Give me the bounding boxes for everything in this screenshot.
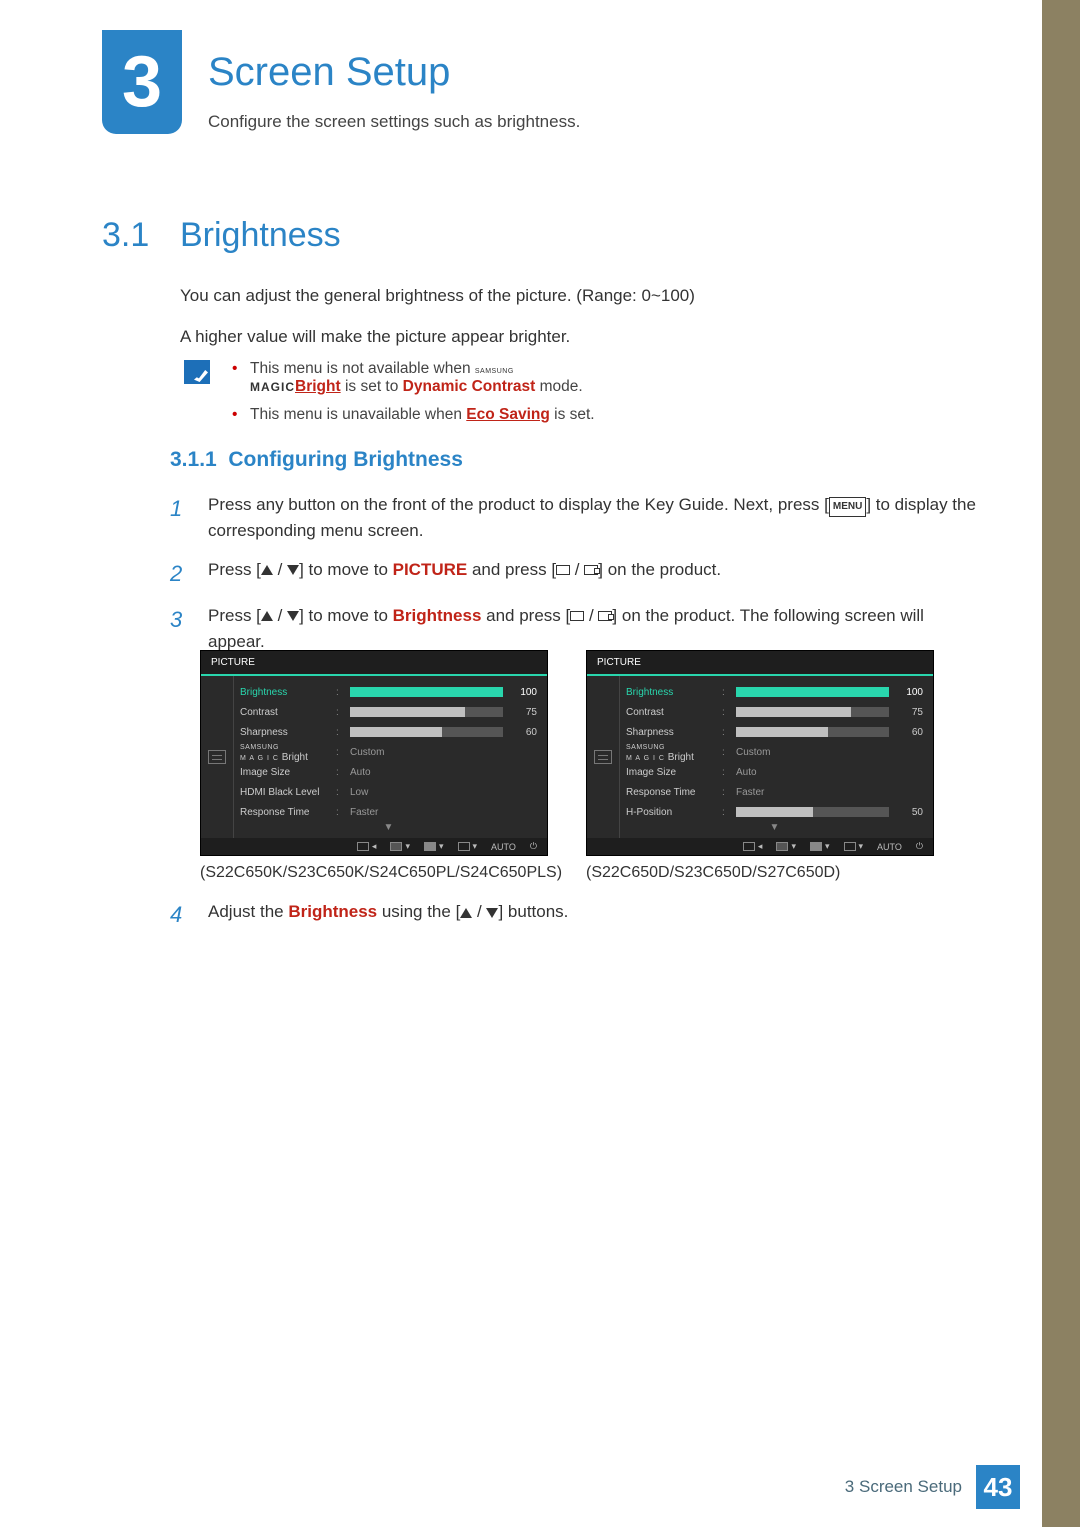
osd-left-caption: (S22C650K/S23C650K/S24C650PL/S24C650PLS) — [200, 864, 548, 882]
osd-row: HDMI Black Level:Low — [240, 782, 537, 802]
note-block: This menu is not available when SAMSUNGM… — [184, 360, 984, 434]
section-body: You can adjust the general brightness of… — [180, 282, 980, 364]
osd-row: SAMSUNGM A G I C Bright:Custom — [626, 742, 923, 762]
osd-footer: ◂ ▾ ▾ ▾ AUTO ⏻ — [587, 838, 933, 855]
subsection-heading: 3.1.1 Configuring Brightness — [170, 448, 463, 472]
osd-row: Contrast:75 — [240, 702, 537, 722]
osd-title: PICTURE — [587, 651, 933, 676]
chapter-desc: Configure the screen settings such as br… — [208, 112, 580, 132]
note-2: This menu is unavailable when Eco Saving… — [232, 406, 595, 424]
osd-row: Response Time:Faster — [626, 782, 923, 802]
osd-row: Image Size:Auto — [240, 762, 537, 782]
down-icon — [486, 908, 498, 918]
osd-row: Brightness:100 — [626, 682, 923, 702]
enter-icon — [598, 611, 612, 621]
osd-row: Sharpness:60 — [626, 722, 923, 742]
osd-row: Response Time:Faster — [240, 802, 537, 822]
step-1: 1 Press any button on the front of the p… — [170, 492, 980, 545]
side-stripe — [1042, 0, 1080, 1527]
osd-right-wrapper: PICTURE Brightness:100Contrast:75Sharpne… — [586, 650, 934, 882]
select-icon — [570, 611, 584, 621]
osd-panel-left: PICTURE Brightness:100Contrast:75Sharpne… — [200, 650, 548, 856]
osd-row: Brightness:100 — [240, 682, 537, 702]
step-2: 2 Press [ / ] to move to PICTURE and pre… — [170, 557, 980, 591]
select-icon — [556, 565, 570, 575]
step-3: 3 Press [ / ] to move to Brightness and … — [170, 603, 980, 656]
section-title: Brightness — [180, 216, 341, 255]
osd-row: H-Position:50 — [626, 802, 923, 822]
osd-panel-right: PICTURE Brightness:100Contrast:75Sharpne… — [586, 650, 934, 856]
up-icon — [261, 565, 273, 575]
osd-title: PICTURE — [201, 651, 547, 676]
section-p1: You can adjust the general brightness of… — [180, 282, 980, 309]
section-p2: A higher value will make the picture app… — [180, 323, 980, 350]
osd-row: SAMSUNGM A G I C Bright:Custom — [240, 742, 537, 762]
page-footer: 3 Screen Setup 43 — [845, 1465, 1020, 1509]
osd-right-caption: (S22C650D/S23C650D/S27C650D) — [586, 864, 934, 882]
up-icon — [261, 611, 273, 621]
osd-row: Sharpness:60 — [240, 722, 537, 742]
enter-icon — [584, 565, 598, 575]
menu-icon: MENU — [829, 497, 866, 517]
picture-icon — [208, 750, 226, 764]
chapter-badge: 3 — [102, 30, 182, 134]
up-icon — [460, 908, 472, 918]
section-number: 3.1 — [102, 216, 149, 255]
down-icon — [287, 611, 299, 621]
chapter-title: Screen Setup — [208, 50, 450, 95]
note-1: This menu is not available when SAMSUNGM… — [232, 360, 595, 396]
step-4: 4 Adjust the Brightness using the [ / ] … — [170, 902, 980, 928]
down-icon — [287, 565, 299, 575]
osd-row: Contrast:75 — [626, 702, 923, 722]
osd-footer: ◂ ▾ ▾ ▾ AUTO ⏻ — [201, 838, 547, 855]
picture-icon — [594, 750, 612, 764]
osd-panels: PICTURE Brightness:100Contrast:75Sharpne… — [200, 650, 934, 882]
note-icon — [184, 360, 210, 384]
osd-row: Image Size:Auto — [626, 762, 923, 782]
osd-left-wrapper: PICTURE Brightness:100Contrast:75Sharpne… — [200, 650, 548, 882]
steps-list: 1 Press any button on the front of the p… — [170, 492, 980, 667]
page-number: 43 — [976, 1465, 1020, 1509]
footer-label: 3 Screen Setup — [845, 1477, 962, 1497]
